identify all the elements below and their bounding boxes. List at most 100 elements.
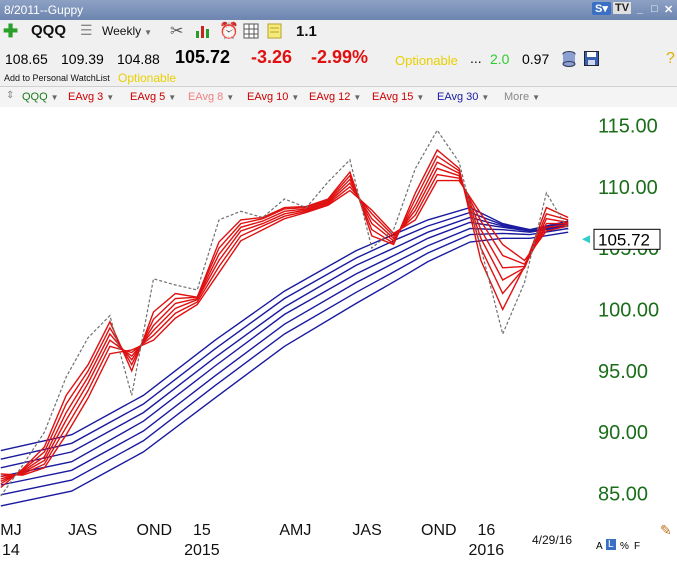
current-price-label: 105.72 [598,230,650,249]
x-tick-label: 15 [193,522,211,539]
period-label: Weekly [102,24,142,38]
fast-series-line-5 [0,173,569,478]
chevron-down-icon: ▼ [416,93,425,102]
optionable-label[interactable]: Optionable [118,71,177,85]
study-label: EAvg 10 [247,91,289,103]
scale-log[interactable]: L [606,539,616,550]
fast-series-line-4 [0,167,569,480]
chevron-down-icon: ▼ [481,93,490,102]
quote-bar: 108.65 109.39 104.88 105.72 -3.26 -2.99%… [0,44,677,87]
y-tick-label: 115.00 [598,115,658,137]
database-icon[interactable] [562,51,576,72]
slow-series-line-9 [0,216,569,469]
chevron-down-icon: ▼ [226,93,235,102]
fast-series-line-2 [0,155,569,485]
slow-series-line-12 [0,227,569,496]
last-price: 105.72 [175,47,231,67]
black-value: 0.97 [522,51,550,67]
plus-icon[interactable]: ✚ [3,21,19,41]
study-eavg-15[interactable]: EAvg 15 ▼ [372,91,424,103]
study-main[interactable]: QQQ ▼ [22,91,59,103]
skin-icon[interactable]: S▾ [592,2,611,15]
scale-auto[interactable]: A [596,541,603,552]
x-tick-label: MJ [0,522,21,539]
slow-series-line-8 [0,211,569,460]
fast-series-line-1 [0,148,569,489]
slow-series-line-11 [0,225,569,486]
y-tick-label: 95.00 [598,361,648,383]
current-price-marker: 105.72 [582,228,661,250]
fast-series-line-3 [0,161,569,482]
study-label: EAvg 8 [188,91,224,103]
slow-series-line-13 [0,231,569,507]
slow-series-line-10 [0,221,569,478]
study-main-label: QQQ [22,91,48,103]
studies-bar: ⇕ QQQ ▼ EAvg 3 ▼ EAvg 5 ▼ EAvg 8 ▼ EAvg 10 ▼ … [0,87,677,107]
y-tick-label: 100.00 [598,300,659,322]
study-label: EAvg 15 [372,91,414,103]
period-select[interactable]: Weekly ▼ [102,24,152,38]
symbol-input[interactable]: QQQ [31,22,67,39]
alarm-clock-icon[interactable]: ⏰ [219,23,239,40]
minimize-icon[interactable]: _ [637,3,644,15]
slow-series-line-7 [0,206,569,452]
more-label: More [504,91,530,103]
x-tick-sublabel: 2016 [469,542,505,559]
optionable-link[interactable]: Optionable [395,53,458,68]
study-eavg-3[interactable]: EAvg 3 ▼ [68,91,114,103]
price-change: -3.26 [251,47,293,67]
study-label: EAvg 5 [130,91,166,103]
lightbulb-icon[interactable]: ? [666,50,675,67]
study-eavg-10[interactable]: EAvg 10 ▼ [247,91,299,103]
list-icon[interactable]: ☰ [80,22,93,38]
fast-series-line-6 [0,179,569,476]
study-eavg-12[interactable]: EAvg 12 ▼ [309,91,361,103]
maximize-icon[interactable]: □ [651,3,658,15]
more-studies-button[interactable]: More ▼ [504,91,540,103]
y-tick-label: 110.00 [598,177,658,199]
x-tick-label: AMJ [279,522,311,539]
close-icon[interactable]: ✕ [664,4,674,16]
drag-handle-icon[interactable]: ⇕ [6,90,15,101]
current-price-box [593,228,661,250]
high-price: 109.39 [61,51,104,67]
price-change-percent: -2.99% [311,47,369,67]
chevron-down-icon: ▼ [532,93,540,102]
chevron-down-icon: ▼ [168,93,177,102]
tools-icon[interactable]: ✂ [170,23,184,40]
x-tick-sublabel: 14 [2,542,20,559]
study-eavg-5[interactable]: EAvg 5 ▼ [130,91,176,103]
current-price-arrow [582,235,590,244]
table-grid-icon[interactable] [243,23,259,44]
chevron-down-icon: ▼ [106,93,115,102]
window-title: 8/2011--Guppy [4,3,84,17]
x-tick-label: 16 [477,522,495,539]
scale-fit[interactable]: F [634,541,641,552]
pencil-icon[interactable]: ✎ [660,522,672,538]
x-tick-label: JAS [68,522,97,539]
note-icon[interactable] [267,23,282,44]
scale-percent[interactable]: % [620,541,629,552]
plot-lines [0,129,569,507]
bar-chart-icon[interactable] [195,23,211,44]
price-chart[interactable]: 115.00110.00105.00100.0095.0090.0085.00 … [0,107,677,562]
study-eavg-8[interactable]: EAvg 8 ▼ [188,91,234,103]
x-axis: MJ 14 JAS OND 15 2015 AMJ JAS OND 16 2016 [0,522,504,559]
last-date: 4/29/16 [532,533,573,547]
study-label: EAvg 12 [309,91,351,103]
tv-icon[interactable]: TV [613,2,632,14]
low-price: 104.88 [117,51,160,67]
chevron-down-icon: ▼ [144,28,153,37]
x-tick-label: OND [137,522,173,539]
y-tick-label: 85.00 [598,484,648,506]
zoom-level: 1.1 [296,23,317,40]
open-price: 108.65 [5,51,48,67]
dots-indicator: ... [470,50,482,66]
study-label: EAvg 30 [437,91,479,103]
add-watchlist-link[interactable]: Add to Personal WatchList [4,73,110,83]
y-tick-label: 90.00 [598,422,648,444]
study-eavg-30[interactable]: EAvg 30 ▼ [437,91,489,103]
save-icon[interactable] [584,51,599,71]
green-value: 2.0 [490,51,510,67]
